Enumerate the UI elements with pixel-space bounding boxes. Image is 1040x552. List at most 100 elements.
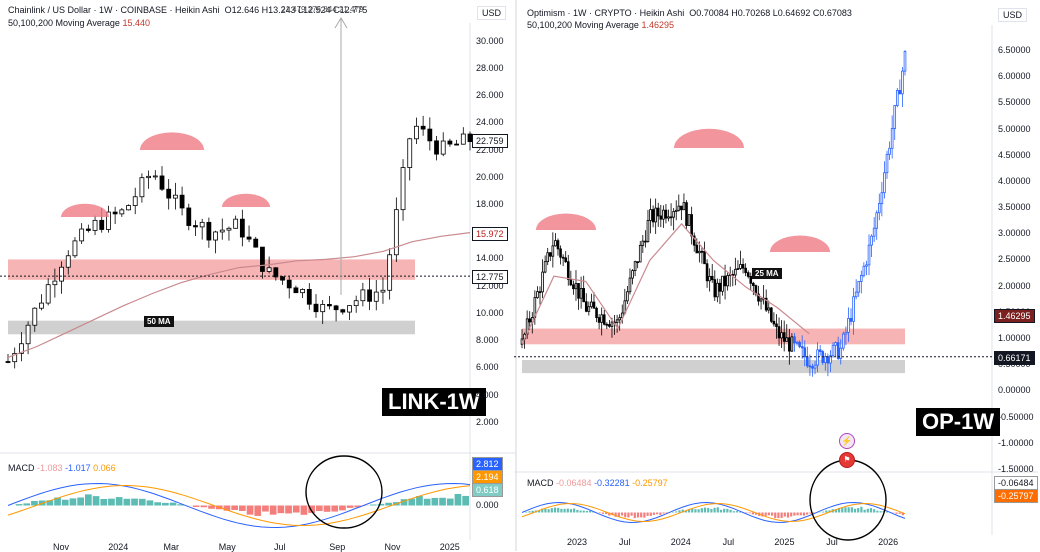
right-candle-body	[855, 292, 857, 297]
left-macd-histogram-bar	[139, 499, 146, 506]
right-candle-body	[662, 210, 664, 219]
right-candle-body	[709, 276, 711, 280]
left-candle-body	[180, 195, 184, 208]
right-macd-histogram-bar	[844, 507, 846, 512]
right-y-tick: 5.00000	[998, 124, 1031, 134]
left-y-tick: 6.000	[476, 362, 499, 372]
right-candle-body	[567, 262, 569, 280]
left-candle-body	[301, 289, 305, 292]
left-macd-histogram-bar	[378, 504, 385, 506]
left-y-tick: 18.000	[476, 199, 504, 209]
left-macd-histogram-bar	[201, 506, 208, 508]
right-candle-body	[688, 215, 690, 226]
left-macd-histogram-bar	[339, 506, 346, 511]
left-macd-histogram-bar	[108, 499, 115, 506]
left-macd-histogram-bar	[301, 506, 308, 515]
left-macd-highlight-circle	[306, 456, 382, 528]
right-candle-body	[608, 325, 610, 327]
right-candle-body	[716, 283, 718, 297]
right-macd-v2: -0.32281	[594, 478, 630, 488]
left-macd-histogram-bar	[116, 497, 123, 505]
left-y-tick: 14.000	[476, 253, 504, 263]
right-candle-body	[796, 342, 798, 343]
right-candle-body	[696, 245, 698, 253]
right-candle-body	[719, 283, 721, 291]
left-candle-body	[354, 301, 358, 306]
right-macd-histogram-bar	[675, 511, 677, 512]
right-candle-body	[832, 345, 834, 355]
right-macd-histogram-bar	[899, 513, 901, 514]
right-macd-legend[interactable]: MACD -0.06484 -0.32281 -0.25797	[527, 478, 668, 488]
right-candle-body	[668, 217, 670, 218]
left-candle-body	[307, 289, 311, 304]
right-y-tick: 4.50000	[998, 150, 1031, 160]
left-macd-legend[interactable]: MACD -1.083 -1.017 0.066	[8, 463, 116, 473]
right-macd-histogram-bar	[864, 510, 866, 513]
right-candle-body	[724, 276, 726, 286]
left-candle-body	[374, 292, 378, 301]
right-candle-body	[806, 357, 808, 366]
right-candle-body	[706, 264, 708, 281]
right-candle-body	[824, 357, 826, 363]
right-macd-histogram-bar	[640, 513, 642, 518]
left-candle-body	[314, 304, 318, 311]
right-y-tick: -1.00000	[998, 438, 1034, 448]
right-y-tick: -1.50000	[998, 464, 1034, 474]
right-y-tick: 6.00000	[998, 71, 1031, 81]
right-candle-body	[657, 208, 659, 216]
right-zone-support	[522, 360, 905, 373]
right-candle-body	[894, 106, 896, 129]
right-candle-body	[788, 338, 790, 351]
left-candle-body	[321, 304, 325, 311]
left-candle-body	[287, 280, 291, 288]
right-candle-body	[562, 257, 564, 258]
right-macd-v1: -0.06484	[556, 478, 592, 488]
right-candle-body	[606, 324, 608, 325]
right-candle-body	[642, 241, 644, 245]
right-candle-body	[593, 302, 595, 308]
left-macd-histogram-bar	[62, 500, 69, 506]
left-macd-histogram-bar	[447, 499, 454, 506]
right-macd-histogram-bar	[895, 513, 897, 514]
left-candle-body	[187, 208, 191, 226]
left-macd-histogram-bar	[424, 499, 431, 506]
right-macd-histogram-bar	[678, 510, 680, 512]
right-macd-histogram-bar	[576, 510, 578, 513]
right-macd-histogram-bar	[656, 513, 658, 515]
left-candle-body	[33, 308, 37, 325]
left-macd-histogram-bar	[278, 506, 285, 514]
left-macd-histogram-bar	[239, 506, 246, 511]
right-candle-body	[835, 343, 837, 346]
left-candle-body	[66, 256, 70, 267]
right-macd-histogram-bar	[796, 513, 798, 516]
left-candle-body	[414, 126, 418, 139]
left-candle-body	[461, 134, 465, 144]
right-macd-histogram-bar	[624, 513, 626, 518]
pattern-head-arc	[536, 214, 596, 231]
left-candle-body	[260, 247, 264, 271]
right-macd-histogram-bar	[787, 513, 789, 518]
left-macd-histogram-bar	[254, 506, 261, 516]
right-candle-body	[873, 228, 875, 236]
right-macd-histogram-bar	[749, 513, 751, 514]
right-big-label: OP-1W	[916, 408, 1000, 436]
left-candle-body	[240, 219, 244, 237]
pattern-head-arc	[222, 194, 270, 207]
left-candle-body	[93, 220, 97, 230]
right-candle-body	[701, 251, 703, 252]
flag-icon[interactable]: ⚑	[839, 452, 855, 468]
right-x-tick: 2023	[567, 537, 587, 547]
right-candle-body	[539, 292, 541, 293]
right-macd-histogram-bar	[771, 513, 773, 516]
left-macd-histogram-bar	[77, 497, 84, 505]
right-macd-badge: -0.25797	[994, 489, 1038, 503]
left-macd-v1: -1.083	[37, 463, 63, 473]
left-y-tick: 30.000	[476, 36, 504, 46]
right-macd-histogram-bar	[879, 511, 881, 512]
left-macd-histogram-bar	[347, 506, 354, 508]
right-candle-body	[791, 337, 793, 351]
right-macd-title: MACD	[527, 478, 554, 488]
left-macd-badge: 2.812	[472, 457, 503, 471]
lightning-icon[interactable]: ⚡	[839, 433, 855, 449]
left-candle-body	[361, 290, 365, 301]
